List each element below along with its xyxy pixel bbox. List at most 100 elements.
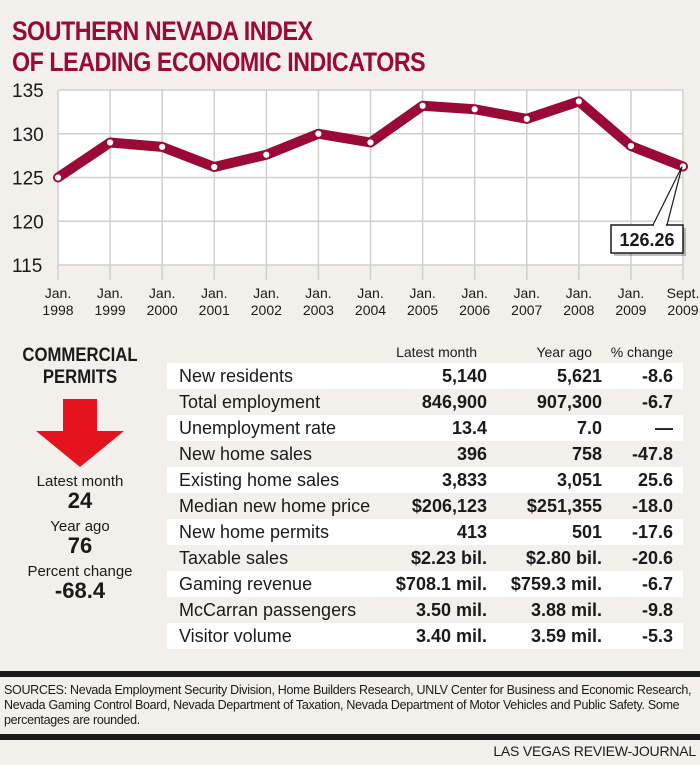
indicator-name: McCarran passengers [179, 599, 357, 620]
x-tick-month: Jan. [149, 285, 175, 301]
x-tick-month: Jan. [461, 285, 487, 301]
down-arrow-icon [36, 399, 124, 467]
x-tick-month: Jan. [618, 285, 644, 301]
chart-annotation: 126.26 [610, 166, 686, 256]
indicator-name: Visitor volume [167, 623, 383, 649]
x-tick-month: Sept. [667, 285, 700, 301]
x-tick-month: Jan. [253, 285, 279, 301]
x-tick-year: 2008 [563, 302, 594, 318]
data-point [626, 141, 636, 151]
x-tick-label: Jan. 2006 [459, 285, 490, 318]
x-tick-label: Jan. 2000 [147, 285, 178, 318]
table-row: New home permits 413 501 -17.6 [167, 519, 683, 545]
percent-change-cell: -5.3 [602, 623, 683, 649]
indicator-name: Median new home price [179, 495, 371, 516]
data-point [314, 129, 323, 138]
indicator-name: New residents [167, 363, 383, 389]
percent-change-cell: -8.6 [602, 363, 683, 389]
percent-change-label: Percent change [27, 563, 133, 580]
table-row: Gaming revenue $708.1 mil. $759.3 mil. -6.7 [167, 571, 683, 597]
table-row: Visitor volume 3.40 mil. 3.59 mil. -5.3 [167, 623, 683, 649]
year-ago-cell: $2.80 bil. [525, 547, 602, 568]
title-line-1: SOUTHERN NEVADA INDEX [12, 16, 313, 46]
permits-title-line-2: PERMITS [42, 367, 118, 388]
data-point [522, 114, 531, 123]
x-tick-label: Jan. 1999 [95, 285, 126, 318]
year-ago-cell: 758 [571, 443, 602, 464]
x-tick-label: Jan. 2005 [407, 285, 438, 318]
chart-title: SOUTHERN NEVADA INDEX OF LEADING ECONOMI… [12, 16, 426, 78]
percent-change-cell: -20.6 [631, 547, 673, 568]
indicators-table: Latest month Year ago % change New resid… [167, 342, 683, 649]
table-row: Unemployment rate 13.4 7.0— [167, 415, 683, 441]
latest-month-cell: 3.50 mil. [415, 599, 487, 620]
chart-series [53, 96, 688, 183]
year-ago-cell: 7.0 [487, 415, 602, 441]
latest-month-cell: 396 [456, 443, 487, 464]
callout-box [610, 224, 684, 254]
percent-change-cell: -9.8 [641, 599, 673, 620]
y-tick-label: 115 [12, 256, 42, 277]
x-tick-month: Jan. [305, 285, 331, 301]
percent-change-value: -68.4 [54, 578, 106, 603]
year-ago-cell: $251,355 [526, 495, 602, 516]
divider-top [0, 671, 700, 677]
data-point [158, 142, 167, 151]
x-tick-month: Jan. [45, 285, 71, 301]
year-ago-cell: $759.3 mil. [487, 571, 602, 597]
year-ago-cell: 3.88 mil. [530, 599, 602, 620]
x-tick-month: Jan. [409, 285, 435, 301]
table-row: McCarran passengers 3.50 mil. 3.88 mil. -9.… [167, 597, 683, 623]
divider-bottom [0, 734, 700, 740]
table-row: Taxable sales $2.23 bil. $2.80 bil. -20.6 [167, 545, 683, 571]
x-tick-year: 2009 [615, 302, 646, 318]
latest-month-label: Latest month [36, 473, 124, 490]
callout-label: 126.26 [619, 230, 674, 250]
header-latest-month: Latest month [396, 343, 477, 360]
sources-note: SOURCES: Nevada Employment Security Divi… [4, 683, 692, 727]
data-point [366, 138, 375, 147]
x-tick-label: Sept. 2009 [667, 285, 700, 318]
x-tick-year: 2007 [511, 302, 542, 318]
indicator-name: Total employment [179, 391, 321, 412]
x-tick-year: 2002 [251, 302, 282, 318]
x-tick-label: Jan. 2009 [615, 285, 646, 318]
percent-change-cell: -6.7 [641, 391, 673, 412]
x-tick-year: 1999 [95, 302, 126, 318]
year-ago-value: 76 [67, 533, 93, 558]
latest-month-cell: $708.1 mil. [383, 571, 487, 597]
x-tick-label: Jan. 2003 [303, 285, 334, 318]
x-tick-month: Jan. [514, 285, 540, 301]
data-point [418, 101, 427, 110]
y-tick-label: 135 [12, 81, 44, 102]
header-indicator [167, 342, 383, 363]
x-tick-label: Jan. 2004 [355, 285, 386, 318]
x-tick-label: Jan. 1998 [42, 285, 73, 318]
latest-month-cell: 413 [383, 519, 487, 545]
header-year-ago: Year ago [536, 343, 592, 360]
table-row: Total employment 846,900 907,300 -6.7 [167, 389, 683, 415]
x-tick-label: Jan. 2002 [251, 285, 282, 318]
latest-month-cell: 3.40 mil. [383, 623, 487, 649]
data-point [574, 97, 583, 106]
table-row: Median new home price $206,123 $251,355 -18… [167, 493, 683, 519]
x-tick-year: 1998 [42, 302, 73, 318]
year-ago-cell: 501 [487, 519, 602, 545]
data-point [53, 173, 63, 182]
chart-grid [57, 89, 684, 280]
x-tick-year: 2003 [303, 302, 334, 318]
table-row: New residents 5,140 5,621 -8.6 [167, 363, 683, 389]
y-axis-ticks: 135 130 125 120 115 [12, 81, 44, 277]
permits-title: COMMERCIAL PERMITS [10, 345, 151, 389]
x-tick-label: Jan. 2008 [563, 285, 594, 318]
x-tick-year: 2004 [355, 302, 386, 318]
x-tick-month: Jan. [357, 285, 383, 301]
x-tick-year: 2001 [199, 302, 230, 318]
table-row: Existing home sales 3,833 3,051 25.6 [167, 467, 683, 493]
table-header-row: Latest month Year ago % change [167, 342, 683, 363]
x-tick-label: Jan. 2007 [511, 285, 542, 318]
percent-change-cell: -17.6 [602, 519, 683, 545]
latest-month-cell: 5,140 [383, 363, 487, 389]
